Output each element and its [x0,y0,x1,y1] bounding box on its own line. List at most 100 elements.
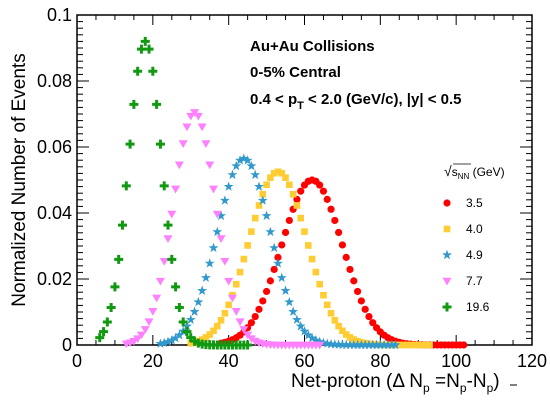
data-point [367,339,378,350]
data-point [110,282,120,292]
data-point [250,169,261,180]
data-point [331,316,339,324]
data-point [240,255,248,263]
data-point [257,195,268,205]
legend-marker [442,277,452,286]
x-tick-label: 0 [72,351,82,371]
data-point [295,321,306,331]
data-point [242,155,253,165]
data-point [171,282,181,292]
data-point [217,316,225,324]
data-point [460,341,468,349]
data-point [227,294,237,303]
data-point [337,339,348,350]
data-point [206,331,214,338]
y-tick-label: 0.1 [47,5,72,25]
data-point [267,174,274,181]
data-point [342,331,350,338]
data-point [140,326,150,334]
legend-marker [442,249,452,260]
data-point [202,334,210,341]
data-point [186,333,196,343]
data-points [95,36,468,350]
data-point [121,181,131,191]
data-point [144,318,154,327]
x-tick-label: 80 [370,351,390,371]
data-point [155,139,165,149]
data-point [274,168,282,176]
annotation-centrality: 0-5% Central [250,64,341,81]
data-point [193,296,204,307]
data-point [225,301,232,309]
data-point [281,228,290,237]
series-4.9 [155,153,401,350]
data-point [274,253,282,261]
legend-label: 4.0 [466,222,483,236]
data-point [114,254,124,264]
data-point [204,258,215,268]
data-point [170,332,181,343]
y-tick-label: 0.06 [37,137,72,157]
data-point [235,155,245,165]
data-point [319,187,328,195]
data-point [356,339,367,350]
data-point [288,306,299,316]
data-point [201,140,211,148]
data-point [197,123,207,132]
data-point [418,341,426,349]
data-point [136,331,146,340]
data-point [102,317,112,327]
data-point [246,335,256,344]
data-point [364,339,374,350]
legend-items: 3.5 4.0 4.9 7.7 19.6 [442,196,490,314]
data-point [365,312,373,321]
data-point [382,339,393,350]
data-point [407,341,414,349]
data-point [278,241,286,249]
data-point [270,265,278,274]
data-point [220,257,230,266]
data-point [163,220,173,230]
data-point [152,294,162,303]
data-point [265,226,276,237]
data-point [236,268,244,276]
series-7.7 [121,109,325,350]
data-point [379,339,390,350]
data-point [276,272,287,282]
data-point [284,296,295,307]
data-point [320,291,327,299]
data-point [213,322,221,330]
data-point [310,335,321,345]
data-point [361,305,369,313]
data-point [216,235,226,243]
data-point [243,340,253,350]
data-point [155,338,166,348]
data-point [239,326,249,334]
data-point [152,99,162,109]
data-point [227,169,238,180]
data-point [259,297,267,305]
data-point [238,153,249,163]
data-point [348,339,359,350]
data-point [178,140,188,148]
data-point [189,306,200,316]
data-point [125,139,135,149]
x-tick-label: 120 [517,351,547,371]
data-point [297,187,305,195]
data-point [95,333,105,343]
data-point [386,339,397,350]
data-point [148,308,158,316]
data-point [350,277,358,285]
series-3.5 [217,176,468,349]
data-point [178,317,188,327]
data-point [411,341,418,349]
data-point [333,339,344,349]
data-point [285,216,293,225]
data-point [282,174,289,181]
legend-label: 4.9 [466,248,483,262]
data-point [186,112,196,121]
data-point [308,255,316,263]
data-point [303,330,314,340]
data-point [357,297,365,305]
